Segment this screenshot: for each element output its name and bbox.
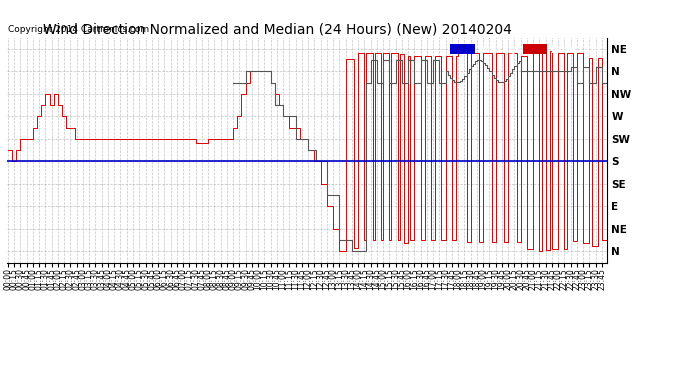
- Average: [517, 69, 525, 74]
- Line: Average: Average: [233, 60, 606, 251]
- Title: Wind Direction Normalized and Median (24 Hours) (New) 20140204: Wind Direction Normalized and Median (24…: [43, 22, 511, 36]
- Average: [550, 69, 558, 74]
- Average: [602, 80, 610, 85]
- Text: Copyright 2014 Cartronics.com: Copyright 2014 Cartronics.com: [8, 25, 150, 34]
- Direction: [533, 47, 542, 52]
- Direction: [602, 238, 610, 243]
- Line: Direction: Direction: [8, 49, 606, 251]
- Legend: Average, Direction: Average, Direction: [448, 42, 602, 57]
- Direction: [554, 51, 562, 55]
- Direction: [4, 148, 12, 152]
- Direction: [538, 46, 546, 51]
- Direction: [519, 54, 527, 59]
- Average: [506, 70, 515, 75]
- Average: [306, 148, 315, 152]
- Direction: [335, 249, 344, 254]
- Direction: [306, 148, 315, 152]
- Average: [531, 69, 540, 74]
- Direction: [509, 51, 517, 56]
- Direction: [56, 103, 64, 107]
